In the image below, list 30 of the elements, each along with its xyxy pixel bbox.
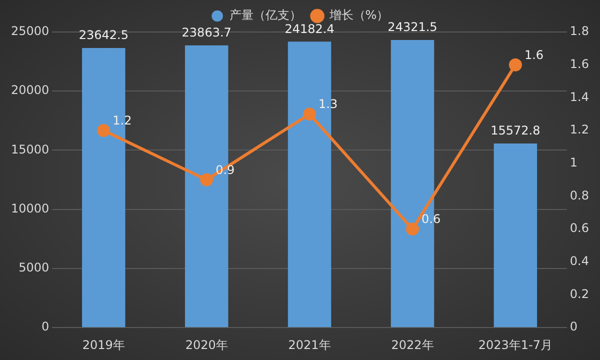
y-tick-label: 10000 [10, 201, 50, 216]
y2-tick-label: 1.6 [570, 56, 590, 71]
y2-tick-label: 0 [570, 320, 578, 334]
data-label: 24321.5 [388, 20, 438, 34]
y2-tick-label: 1 [570, 156, 578, 170]
y2-tick-label: 0.6 [570, 221, 590, 236]
y-tick-label: 25000 [10, 24, 50, 38]
data-label: 23642.5 [78, 28, 128, 42]
legend-label: 增长（%） [328, 8, 389, 22]
x-tick-label: 2023年1-7月 [478, 338, 553, 352]
y2-tick-label: 1.2 [570, 122, 590, 137]
y-tick-label: 20000 [10, 83, 50, 98]
data-label: 24182.4 [284, 22, 334, 36]
y2-tick-label: 0.2 [570, 286, 590, 301]
data-label: 15572.8 [490, 124, 540, 138]
y-tick-label: 5000 [18, 260, 50, 275]
y2-tick-label: 1.4 [570, 90, 590, 104]
x-tick-label: 2022年 [391, 338, 434, 352]
y2-tick-label: 1.8 [570, 24, 590, 38]
legend-label: 产量（亿支） [229, 8, 302, 22]
x-tick-label: 2020年 [185, 338, 228, 352]
x-tick-label: 2019年 [82, 338, 125, 352]
y-tick-label: 15000 [10, 142, 50, 156]
y2-tick-label: 0.4 [570, 254, 590, 268]
y-tick-label: 0 [42, 320, 50, 334]
x-tick-label: 2021年 [288, 338, 331, 352]
data-label: 23863.7 [182, 26, 232, 40]
data-label: 1.6 [524, 48, 544, 62]
y2-tick-label: 0.8 [570, 188, 590, 202]
data-label: 0.9 [216, 162, 235, 177]
